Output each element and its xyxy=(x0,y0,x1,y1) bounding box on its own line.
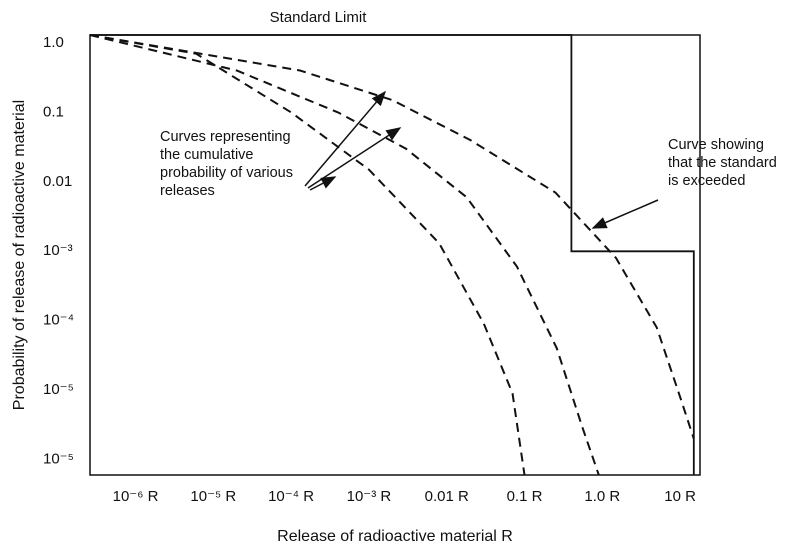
y-tick-label: 10⁻⁴ xyxy=(43,312,74,329)
arrows xyxy=(304,90,659,229)
cumulative-curve xyxy=(89,34,695,440)
x-tick-label: 0.01 R xyxy=(425,488,469,505)
x-tick-label: 10⁻⁴ R xyxy=(268,488,314,505)
y-tick-label: 10⁻⁵ xyxy=(43,381,74,398)
annotation: that the standard xyxy=(668,155,777,171)
standard-limit xyxy=(90,34,695,475)
annotation: releases xyxy=(160,183,215,199)
y-tick-label: 0.1 xyxy=(43,103,64,120)
x-tick-label: 0.1 R xyxy=(507,488,543,505)
cumulative-curve xyxy=(89,34,600,476)
x-tick-label: 10⁻⁶ R xyxy=(113,488,159,505)
arrow xyxy=(591,199,659,229)
annotation: probability of various xyxy=(160,165,293,181)
y-axis-label: Probability of release of radioactive ma… xyxy=(11,100,28,410)
x-axis-label: Release of radioactive material R xyxy=(277,528,513,545)
y-tick-label: 0.01 xyxy=(43,173,72,190)
arrow xyxy=(304,90,386,187)
x-tick-label: 10 R xyxy=(664,488,696,505)
arrow xyxy=(309,176,337,191)
annotation: Curves representing xyxy=(160,129,291,145)
plot-frame xyxy=(89,34,701,476)
x-tick-label: 1.0 R xyxy=(584,488,620,505)
y-tick-label: 1.0 xyxy=(43,34,64,51)
arrow xyxy=(307,127,402,189)
chart-title: Standard Limit xyxy=(270,9,368,26)
annotation: is exceeded xyxy=(668,173,745,189)
annotation: Curve showing xyxy=(668,137,764,153)
cumulative-curve xyxy=(89,34,526,476)
x-tick-label: 10⁻³ R xyxy=(347,488,392,505)
annotation: the cumulative xyxy=(160,147,254,163)
y-tick-label: 10⁻³ xyxy=(43,242,73,259)
y-tick-label: 10⁻⁵ xyxy=(43,451,74,468)
x-tick-label: 10⁻⁵ R xyxy=(190,488,236,505)
